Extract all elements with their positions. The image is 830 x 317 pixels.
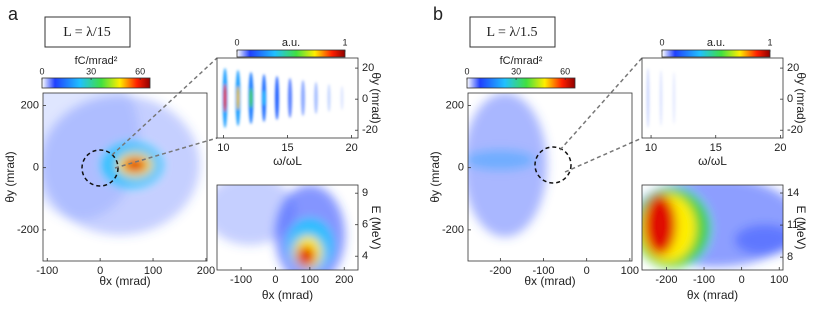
plot-frame bbox=[641, 184, 784, 271]
colorbar-tick-label: 1 bbox=[342, 37, 347, 47]
y-tick-label: 200 bbox=[446, 99, 464, 111]
zoom-markers bbox=[81, 57, 643, 187]
colorbar-tick-label: 0 bbox=[234, 37, 239, 47]
y-tick-label: 8 bbox=[787, 251, 793, 263]
x-axis-label: θx (mrad) bbox=[99, 274, 150, 288]
colorbar-label: fC/mrad² bbox=[500, 55, 543, 67]
y-tick-label: 200 bbox=[21, 99, 39, 111]
x-tick-label: 100 bbox=[301, 274, 319, 286]
y-axis-label: θy (mrad) bbox=[428, 151, 442, 202]
plot-frame bbox=[42, 92, 208, 262]
x-tick-label: -200 bbox=[489, 265, 511, 277]
heatmap bbox=[646, 68, 676, 128]
x-tick-label: 20 bbox=[774, 142, 786, 154]
y-tick-label: 20 bbox=[362, 62, 374, 74]
y-tick-label: 14 bbox=[787, 187, 799, 199]
y-tick-label: -200 bbox=[442, 224, 464, 236]
colorbar-tick-label: 0 bbox=[464, 66, 469, 76]
length-box bbox=[44, 16, 131, 48]
heatmap bbox=[642, 185, 783, 268]
dashed-line bbox=[111, 57, 218, 156]
plot-frame bbox=[641, 57, 784, 139]
x-axis-label: θx (mrad) bbox=[262, 288, 313, 302]
plot-frame bbox=[216, 184, 359, 271]
heatmap bbox=[217, 185, 345, 270]
y-tick-label: 0 bbox=[787, 93, 793, 105]
x-tick-label: 20 bbox=[345, 142, 357, 154]
x-tick-label: 100 bbox=[144, 265, 162, 277]
colorbar-tick-label: 0 bbox=[659, 37, 664, 47]
x-tick-label: 200 bbox=[197, 265, 215, 277]
dashed-line bbox=[114, 137, 218, 169]
x-tick-label: -100 bbox=[230, 274, 252, 286]
x-tick-label: 100 bbox=[621, 265, 639, 277]
length-box bbox=[469, 16, 556, 48]
colorbar bbox=[236, 49, 346, 58]
x-tick-label: -100 bbox=[36, 265, 58, 277]
dashed-line bbox=[564, 137, 643, 173]
y-tick-label: -200 bbox=[17, 224, 39, 236]
x-tick-label: 0 bbox=[97, 265, 103, 277]
y-tick-label: 0 bbox=[362, 93, 368, 105]
colorbar-tick-label: 1 bbox=[767, 37, 772, 47]
x-axis-label: ω/ωL bbox=[273, 154, 302, 168]
colorbar bbox=[661, 49, 771, 58]
y-axis-label: θy (mrad) bbox=[794, 72, 808, 123]
colorbar bbox=[41, 77, 151, 89]
y-tick-label: 20 bbox=[787, 62, 799, 74]
x-axis-label: ω/ωL bbox=[698, 154, 727, 168]
y-tick-label: 6 bbox=[362, 219, 368, 231]
colorbar-tick-label: 60 bbox=[135, 66, 145, 76]
heatmap bbox=[222, 68, 344, 128]
dashed-circle bbox=[81, 149, 119, 187]
dashed-line bbox=[559, 57, 643, 151]
colorbar-tick-label: 60 bbox=[560, 66, 570, 76]
y-tick-label: -20 bbox=[362, 124, 378, 136]
x-tick-label: 15 bbox=[281, 142, 293, 154]
x-tick-label: 100 bbox=[770, 274, 788, 286]
y-axis-label: E (MeV) bbox=[794, 205, 808, 249]
x-tick-label: 15 bbox=[710, 142, 722, 154]
colorbar-tick-label: 30 bbox=[86, 66, 96, 76]
colorbar-tick-label: 0 bbox=[39, 66, 44, 76]
x-tick-label: -100 bbox=[533, 265, 555, 277]
colorbar-label: a.u. bbox=[282, 37, 300, 49]
length-label: L = λ/15 bbox=[63, 25, 111, 40]
length-label: L = λ/1.5 bbox=[486, 25, 537, 40]
y-tick-label: 11 bbox=[787, 219, 798, 231]
y-tick-label: 9 bbox=[362, 187, 368, 199]
x-tick-label: 0 bbox=[739, 274, 745, 286]
y-tick-label: 0 bbox=[458, 162, 464, 174]
y-axis-label: θy (mrad) bbox=[369, 72, 383, 123]
colorbar-tick-label: 30 bbox=[511, 66, 521, 76]
x-tick-label: 0 bbox=[272, 274, 278, 286]
dashed-circle bbox=[534, 146, 572, 184]
x-axis-label: θx (mrad) bbox=[687, 288, 738, 302]
x-tick-label: -100 bbox=[693, 274, 715, 286]
y-axis-label: θy (mrad) bbox=[3, 151, 17, 202]
y-tick-label: 4 bbox=[362, 250, 368, 262]
heatmap bbox=[468, 93, 547, 237]
colorbar bbox=[466, 77, 576, 89]
colorbar-label: a.u. bbox=[707, 37, 725, 49]
x-axis-label: θx (mrad) bbox=[524, 274, 575, 288]
y-tick-label: 0 bbox=[33, 162, 39, 174]
heatmap bbox=[43, 93, 200, 235]
x-tick-label: 10 bbox=[645, 142, 657, 154]
x-tick-label: 0 bbox=[584, 265, 590, 277]
y-axis-label: E (MeV) bbox=[369, 205, 383, 249]
colorbar-label: fC/mrad² bbox=[75, 55, 118, 67]
panel-label: a bbox=[8, 4, 19, 24]
x-tick-label: 10 bbox=[217, 142, 229, 154]
x-tick-label: 200 bbox=[335, 274, 353, 286]
plot-frame bbox=[467, 92, 633, 262]
panel-label: b bbox=[433, 4, 443, 24]
y-tick-label: -20 bbox=[787, 124, 803, 136]
x-tick-label: -200 bbox=[655, 274, 677, 286]
